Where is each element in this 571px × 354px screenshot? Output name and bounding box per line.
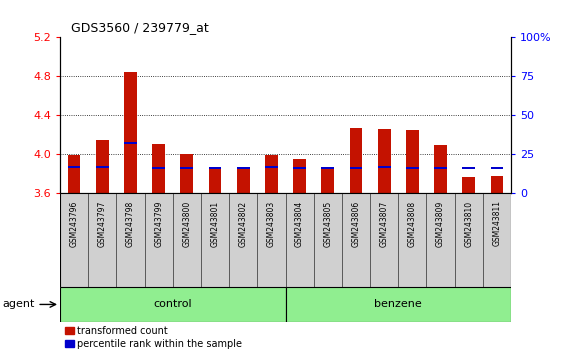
Text: benzene: benzene: [375, 299, 422, 309]
Bar: [68, 166, 81, 168]
Bar: [96, 141, 108, 193]
Text: GSM243801: GSM243801: [211, 200, 219, 246]
Text: GSM243803: GSM243803: [267, 200, 276, 247]
Bar: [463, 177, 475, 193]
Bar: [490, 176, 503, 193]
Bar: [293, 159, 306, 193]
Bar: [237, 167, 250, 193]
Text: GSM243797: GSM243797: [98, 200, 107, 247]
Text: GSM243802: GSM243802: [239, 200, 248, 246]
Bar: [180, 167, 193, 169]
Bar: [321, 167, 334, 193]
Text: GSM243805: GSM243805: [323, 200, 332, 247]
Bar: [378, 129, 391, 193]
Legend: transformed count, percentile rank within the sample: transformed count, percentile rank withi…: [65, 326, 243, 349]
Text: GSM243796: GSM243796: [70, 200, 79, 247]
Text: GSM243804: GSM243804: [295, 200, 304, 247]
Bar: [434, 145, 447, 193]
Bar: [265, 166, 278, 168]
Bar: [124, 142, 137, 144]
Bar: [180, 154, 193, 193]
Bar: [237, 167, 250, 169]
Text: agent: agent: [3, 299, 35, 309]
Text: GSM243799: GSM243799: [154, 200, 163, 247]
Bar: [293, 167, 306, 169]
Text: control: control: [154, 299, 192, 309]
Bar: [208, 167, 222, 169]
Bar: [60, 287, 286, 322]
Text: GSM243807: GSM243807: [380, 200, 389, 247]
Bar: [406, 130, 419, 193]
Text: GSM243800: GSM243800: [182, 200, 191, 247]
Bar: [406, 167, 419, 169]
Text: GSM243808: GSM243808: [408, 200, 417, 246]
Bar: [378, 166, 391, 168]
Bar: [349, 128, 363, 193]
Bar: [265, 155, 278, 193]
Bar: [152, 144, 165, 193]
Bar: [96, 166, 108, 168]
Bar: [321, 167, 334, 169]
Bar: [490, 167, 503, 169]
Text: GDS3560 / 239779_at: GDS3560 / 239779_at: [71, 21, 209, 34]
Bar: [463, 167, 475, 169]
Text: GSM243806: GSM243806: [352, 200, 360, 247]
Bar: [208, 167, 222, 193]
Bar: [349, 167, 363, 169]
Bar: [286, 287, 511, 322]
Bar: [124, 72, 137, 193]
Text: GSM243810: GSM243810: [464, 200, 473, 246]
Bar: [68, 155, 81, 193]
Text: GSM243809: GSM243809: [436, 200, 445, 247]
Text: GSM243798: GSM243798: [126, 200, 135, 247]
Bar: [152, 167, 165, 169]
Text: GSM243811: GSM243811: [492, 200, 501, 246]
Bar: [434, 167, 447, 169]
